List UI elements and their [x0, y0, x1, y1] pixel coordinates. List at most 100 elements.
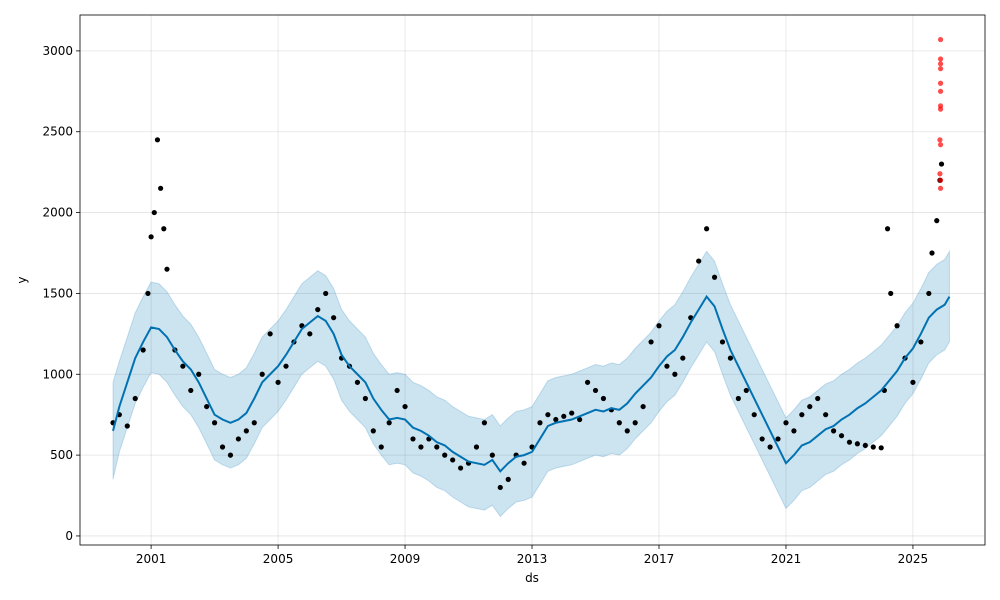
outlier-point	[937, 142, 944, 148]
observed-point	[145, 290, 151, 297]
observed-point	[743, 387, 749, 394]
observed-point	[577, 416, 583, 423]
x-tick-label: 2025	[898, 552, 929, 566]
outlier-point	[937, 137, 943, 143]
observed-point	[323, 290, 329, 297]
x-tick-label: 2005	[263, 552, 294, 566]
observed-point	[154, 137, 161, 143]
x-tick-label: 2001	[136, 552, 167, 566]
observed-point	[307, 331, 313, 337]
observed-point	[862, 442, 868, 449]
observed-point	[759, 436, 765, 442]
observed-point	[251, 420, 257, 426]
observed-point	[315, 306, 321, 313]
observed-point	[132, 395, 138, 402]
outlier-point	[937, 185, 944, 191]
observed-point	[521, 460, 527, 466]
y-tick-label: 1500	[42, 286, 73, 300]
observed-point	[227, 452, 234, 458]
observed-point	[442, 452, 448, 458]
observed-point	[704, 226, 710, 232]
observed-point	[888, 290, 894, 297]
observed-point	[211, 420, 218, 426]
observed-point	[870, 444, 876, 450]
observed-point	[680, 355, 686, 361]
observed-point	[815, 395, 821, 402]
observed-point	[640, 403, 646, 410]
y-axis-label: y	[15, 276, 29, 283]
observed-point	[259, 371, 265, 377]
observed-point	[807, 403, 813, 410]
uncertainty-band	[112, 249, 950, 518]
observed-point	[378, 444, 384, 450]
observed-point	[719, 339, 726, 345]
observed-point	[450, 457, 456, 463]
observed-point	[918, 339, 924, 345]
observed-point	[711, 274, 718, 280]
observed-point	[664, 363, 670, 369]
observed-point	[561, 413, 567, 419]
observed-point	[164, 266, 170, 272]
observed-point	[161, 226, 167, 232]
observed-point	[196, 371, 202, 377]
outlier-point	[937, 66, 944, 72]
observed-point	[569, 410, 575, 416]
x-tick-label: 2017	[644, 552, 675, 566]
y-tick-label: 0	[65, 529, 73, 543]
outlier-point	[937, 88, 944, 94]
observed-point	[632, 420, 638, 426]
observed-point	[497, 484, 503, 491]
observed-point	[624, 428, 630, 434]
observed-point	[158, 185, 164, 191]
observed-point	[473, 444, 480, 450]
observed-point	[823, 412, 829, 418]
x-axis-label: ds	[525, 571, 539, 585]
observed-point	[783, 420, 789, 426]
observed-point	[481, 420, 488, 426]
y-tick-label: 500	[50, 448, 73, 462]
y-tick-label: 2500	[42, 125, 73, 139]
observed-point	[243, 428, 249, 434]
observed-point	[418, 444, 424, 450]
observed-point	[331, 315, 337, 321]
observed-point	[354, 379, 361, 385]
observed-point	[751, 412, 757, 418]
observed-point	[934, 218, 940, 224]
observed-point	[727, 355, 734, 361]
plot-frame	[79, 14, 986, 546]
observed-point	[878, 445, 884, 451]
observed-point	[767, 444, 773, 450]
observed-point	[370, 428, 376, 434]
observed-point	[656, 323, 662, 329]
observed-point	[537, 420, 543, 426]
observed-point	[505, 476, 511, 482]
observed-point	[386, 420, 392, 426]
observed-point	[489, 452, 495, 458]
outlier-point	[937, 36, 944, 43]
observed-point	[434, 444, 440, 450]
observed-point	[672, 371, 678, 377]
observed-point	[846, 439, 853, 445]
observed-point	[219, 444, 226, 450]
observed-point	[648, 339, 654, 345]
observed-point	[696, 258, 702, 264]
outlier-point	[937, 56, 944, 62]
observed-point	[394, 387, 400, 394]
observed-point	[775, 436, 781, 442]
observed-point	[799, 412, 805, 418]
observed-point	[592, 387, 599, 394]
observed-point	[275, 379, 281, 385]
y-tick-label: 1000	[42, 367, 73, 381]
x-tick-label: 2021	[771, 552, 802, 566]
observed-point	[124, 423, 130, 429]
outlier-point	[937, 61, 944, 67]
x-tick-label: 2009	[390, 552, 421, 566]
observed-point	[402, 403, 408, 410]
outlier-point	[937, 171, 943, 177]
observed-point	[362, 395, 368, 402]
y-tick-label: 2000	[42, 206, 73, 220]
observed-point	[458, 465, 464, 471]
observed-point	[838, 433, 845, 439]
outlier-point	[937, 80, 944, 86]
